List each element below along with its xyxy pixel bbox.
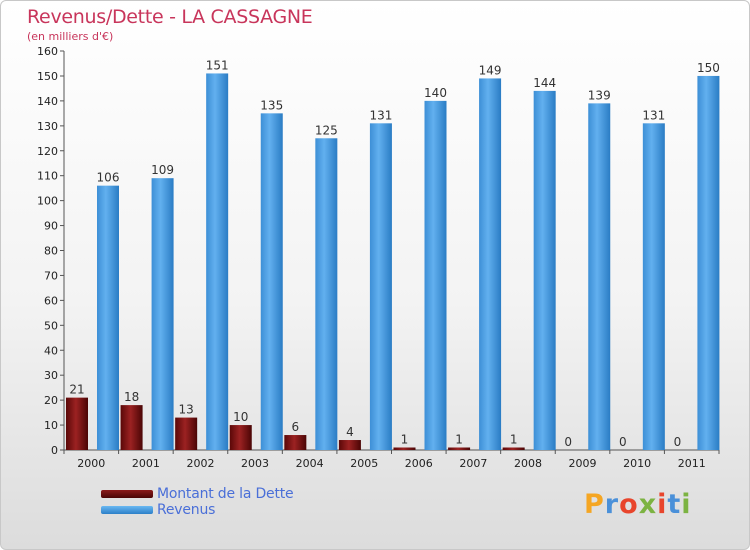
bar-revenue	[533, 90, 556, 451]
y-tick-label: 60	[44, 294, 58, 307]
x-tick-label: 2002	[186, 457, 214, 470]
bar-debt	[66, 397, 88, 450]
logo-letter: r	[604, 489, 620, 520]
chart-bars	[66, 73, 720, 451]
legend-swatch-debt	[101, 490, 153, 498]
data-label-debt: 18	[124, 390, 139, 404]
legend-label-revenue: Revenus	[157, 502, 216, 518]
x-tick-label: 2009	[569, 457, 597, 470]
data-label-revenue: 125	[315, 123, 338, 137]
bar-revenue	[424, 100, 447, 450]
y-tick-label: 160	[37, 45, 58, 58]
y-tick-label: 100	[37, 195, 58, 208]
bar-debt	[393, 447, 416, 450]
bar-debt	[338, 440, 361, 450]
data-label-revenue: 131	[642, 108, 665, 122]
bar-debt	[448, 447, 471, 450]
logo-letter: i	[657, 489, 668, 520]
logo-letter: P	[584, 489, 605, 520]
logo-letter: i	[681, 489, 692, 520]
x-tick-label: 2003	[241, 457, 269, 470]
proxiti-logo: Proxiti	[584, 489, 692, 520]
x-tick-label: 2006	[405, 457, 433, 470]
y-tick-label: 80	[44, 245, 58, 258]
x-tick-label: 2011	[678, 457, 706, 470]
x-tick-label: 2010	[623, 457, 651, 470]
logo-letter: o	[619, 489, 639, 520]
y-tick-label: 30	[44, 369, 58, 382]
bar-revenue	[97, 185, 119, 450]
data-label-revenue: 109	[151, 163, 174, 177]
data-label-revenue: 106	[97, 171, 120, 185]
y-tick-label: 110	[37, 170, 58, 183]
y-tick-label: 20	[44, 394, 58, 407]
bar-debt	[284, 435, 307, 450]
data-label-revenue: 131	[369, 108, 392, 122]
x-tick-label: 2008	[514, 457, 542, 470]
bar-revenue	[151, 178, 174, 450]
legend-label-debt: Montant de la Dette	[157, 486, 294, 502]
bar-revenue	[260, 113, 283, 450]
data-label-debt: 0	[619, 435, 627, 449]
bar-debt	[229, 425, 252, 450]
data-label-debt: 1	[401, 433, 409, 447]
data-label-debt: 1	[455, 433, 463, 447]
x-tick-label: 2004	[296, 457, 324, 470]
data-label-revenue: 144	[533, 76, 556, 90]
x-tick-label: 2005	[350, 457, 378, 470]
bar-debt	[502, 447, 525, 450]
chart-title: Revenus/Dette - LA CASSAGNE	[27, 6, 313, 28]
logo-letter: t	[667, 489, 682, 520]
bar-revenue	[697, 75, 720, 450]
y-tick-label: 120	[37, 145, 58, 158]
bar-revenue	[369, 123, 392, 450]
y-tick-label: 90	[44, 220, 58, 233]
data-label-revenue: 150	[697, 61, 720, 75]
logo-letter: x	[638, 489, 658, 520]
bar-revenue	[642, 123, 665, 450]
data-label-revenue: 149	[479, 63, 502, 77]
data-label-debt: 13	[179, 403, 194, 417]
x-tick-label: 2000	[77, 457, 105, 470]
data-label-debt: 0	[564, 435, 572, 449]
bar-debt	[175, 417, 198, 450]
x-tick-label: 2001	[132, 457, 160, 470]
data-label-debt: 10	[233, 410, 248, 424]
y-tick-label: 140	[37, 95, 58, 108]
bar-debt	[120, 405, 143, 450]
y-tick-label: 150	[37, 70, 58, 83]
y-tick-label: 40	[44, 344, 58, 357]
data-label-revenue: 139	[588, 88, 611, 102]
x-tick-label: 2007	[459, 457, 487, 470]
data-label-debt: 0	[674, 435, 682, 449]
chart-subtitle: (en milliers d'€)	[27, 30, 114, 43]
bar-revenue	[479, 78, 502, 451]
bar-revenue	[315, 138, 338, 450]
legend-swatch-revenue	[101, 506, 153, 514]
data-label-debt: 1	[510, 433, 518, 447]
y-tick-label: 0	[51, 444, 58, 457]
bar-revenue	[206, 73, 229, 450]
data-label-revenue: 140	[424, 86, 447, 100]
bar-revenue	[588, 103, 611, 451]
y-tick-label: 10	[44, 419, 58, 432]
y-tick-label: 50	[44, 319, 58, 332]
y-tick-label: 70	[44, 269, 58, 282]
data-label-debt: 6	[292, 420, 300, 434]
data-label-debt: 4	[346, 425, 354, 439]
data-label-revenue: 135	[260, 98, 283, 112]
data-label-debt: 21	[69, 383, 84, 397]
y-tick-label: 130	[37, 120, 58, 133]
data-label-revenue: 151	[206, 58, 229, 72]
